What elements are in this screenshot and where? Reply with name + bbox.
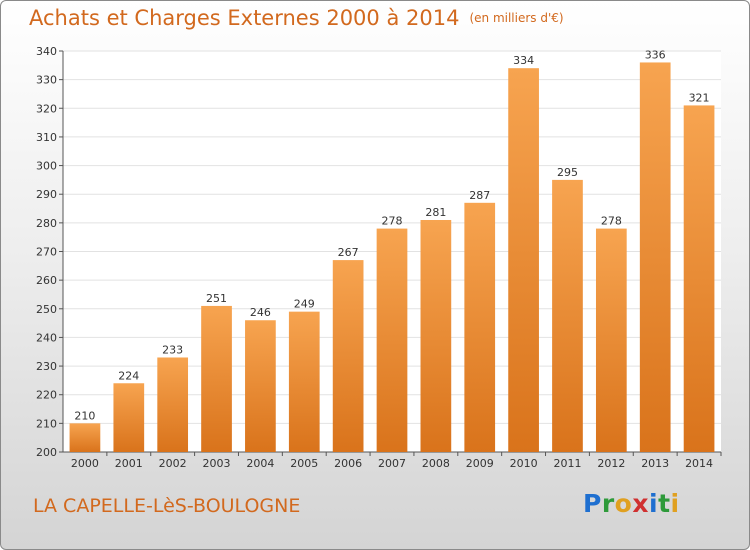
x-tick-label-2011: 2011 (553, 457, 581, 470)
x-tick-label-2007: 2007 (378, 457, 406, 470)
y-tick-label-270: 270 (36, 246, 57, 259)
x-tick-label-2009: 2009 (466, 457, 494, 470)
bar-2006 (332, 260, 364, 452)
y-tick-label-340: 340 (36, 45, 57, 58)
bar-2000 (69, 423, 101, 452)
bar-2012 (595, 228, 627, 452)
logo-letter: t (658, 489, 671, 518)
x-tick-label-2002: 2002 (159, 457, 187, 470)
x-tick-label-2013: 2013 (641, 457, 669, 470)
bar-value-label-2007: 278 (382, 215, 403, 228)
bar-2005 (288, 311, 320, 452)
bar-value-label-2008: 281 (425, 206, 446, 219)
x-tick-label-2000: 2000 (71, 457, 99, 470)
y-tick-label-240: 240 (36, 331, 57, 344)
y-tick-label-220: 220 (36, 389, 57, 402)
x-tick-label-2006: 2006 (334, 457, 362, 470)
bar-2003 (201, 305, 232, 452)
x-tick-label-2008: 2008 (422, 457, 450, 470)
logo-letter: o (614, 489, 633, 518)
bar-value-label-2003: 251 (206, 292, 227, 305)
bar-2009 (464, 202, 496, 452)
x-tick-label-2001: 2001 (115, 457, 143, 470)
bar-2011 (552, 179, 583, 452)
bar-value-label-2001: 224 (118, 369, 139, 382)
chart-title: Achats et Charges Externes 2000 à 2014 (e… (29, 6, 564, 30)
commune-name: LA CAPELLE-LèS-BOULOGNE (33, 495, 301, 517)
proxiti-logo: Proxiti (583, 489, 680, 518)
bar-value-label-2004: 246 (250, 306, 271, 319)
bar-value-label-2009: 287 (469, 189, 490, 202)
x-tick-label-2012: 2012 (597, 457, 625, 470)
y-tick-label-300: 300 (36, 160, 57, 173)
x-tick-label-2014: 2014 (685, 457, 713, 470)
y-tick-label-330: 330 (36, 74, 57, 87)
y-tick-label-210: 210 (36, 417, 57, 430)
x-tick-label-2010: 2010 (510, 457, 538, 470)
bar-value-label-2002: 233 (162, 343, 183, 356)
bar-value-label-2014: 321 (689, 91, 710, 104)
x-tick-label-2004: 2004 (246, 457, 274, 470)
bar-value-label-2012: 278 (601, 215, 622, 228)
bar-value-label-2000: 210 (74, 409, 95, 422)
bar-2002 (157, 357, 189, 452)
bar-value-label-2013: 336 (645, 48, 666, 61)
logo-letter: r (601, 489, 615, 518)
bar-value-label-2010: 334 (513, 54, 534, 67)
chart-title-text: Achats et Charges Externes 2000 à 2014 (29, 6, 460, 30)
bar-2014 (683, 105, 715, 453)
bar-value-label-2005: 249 (294, 298, 315, 311)
bar-value-label-2006: 267 (338, 246, 359, 259)
bar-2007 (376, 228, 408, 452)
y-tick-label-250: 250 (36, 303, 57, 316)
bar-2010 (508, 68, 539, 452)
y-tick-label-310: 310 (36, 131, 57, 144)
y-tick-label-320: 320 (36, 102, 57, 115)
y-tick-label-290: 290 (36, 188, 57, 201)
x-tick-label-2003: 2003 (203, 457, 231, 470)
bar-2013 (639, 62, 671, 452)
bar-2008 (420, 219, 452, 452)
logo-letter: x (632, 489, 649, 518)
y-tick-label-230: 230 (36, 360, 57, 373)
y-tick-label-260: 260 (36, 274, 57, 287)
logo-letter: P (583, 489, 602, 518)
logo-letter: i (649, 489, 659, 518)
bar-2001 (113, 383, 145, 452)
y-tick-label-280: 280 (36, 217, 57, 230)
bar-2004 (245, 320, 276, 452)
bar-value-label-2011: 295 (557, 166, 578, 179)
logo-letter: i (670, 489, 680, 518)
chart-unit-label: (en milliers d'€) (469, 11, 564, 25)
y-tick-label-200: 200 (36, 446, 57, 459)
x-tick-label-2005: 2005 (290, 457, 318, 470)
